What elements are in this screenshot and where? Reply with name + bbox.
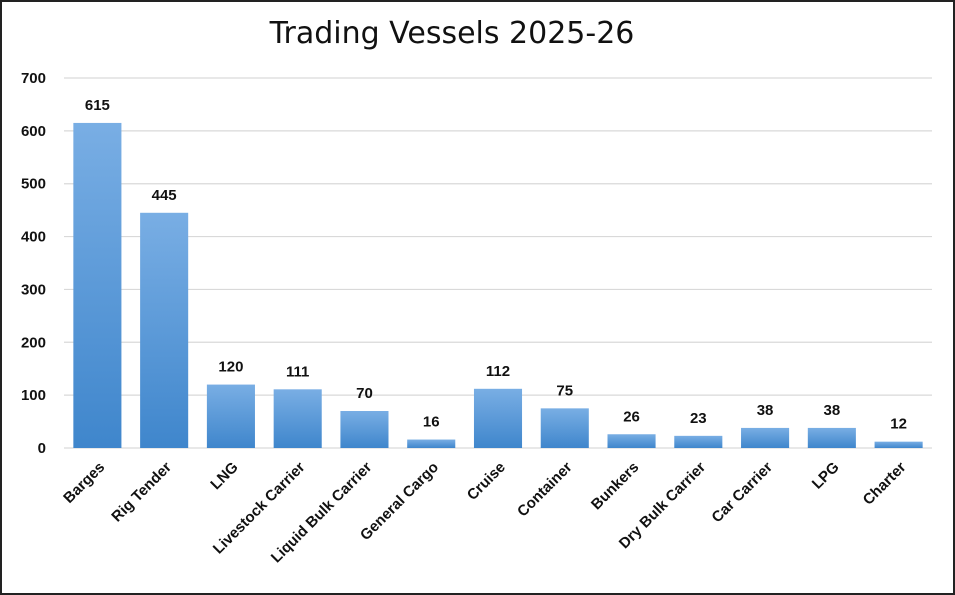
category-label: Charter <box>860 459 910 509</box>
bar <box>540 408 589 448</box>
category-label: Container <box>514 459 576 521</box>
y-tick-label: 500 <box>21 176 46 193</box>
bar <box>473 388 523 448</box>
data-label: 38 <box>824 402 841 419</box>
bar <box>407 439 456 448</box>
data-label: 112 <box>486 363 510 380</box>
data-label: 111 <box>286 363 309 380</box>
bar <box>807 427 856 448</box>
data-label: 23 <box>690 410 707 427</box>
data-label: 38 <box>757 402 774 419</box>
bar <box>741 427 790 448</box>
data-label: 615 <box>85 97 110 114</box>
chart-title: Trading Vessels 2025-26 <box>269 16 635 51</box>
data-label: 12 <box>890 416 907 433</box>
bar <box>140 212 189 448</box>
data-label: 445 <box>152 187 177 204</box>
bar <box>273 389 322 448</box>
y-axis-ticks: 0 100 200 300 400 500 600 700 <box>21 70 46 457</box>
data-label: 75 <box>556 382 573 399</box>
data-label: 16 <box>423 414 440 431</box>
category-label: LPG <box>809 459 843 493</box>
y-tick-label: 400 <box>21 229 46 246</box>
y-tick-label: 700 <box>21 70 46 87</box>
bar <box>874 441 923 448</box>
data-labels: 615 445 120 111 70 16 112 75 26 23 38 38 12 <box>85 97 907 433</box>
y-tick-label: 100 <box>21 387 46 404</box>
y-tick-label: 0 <box>38 440 46 457</box>
category-label: Barges <box>60 459 108 507</box>
y-tick-label: 600 <box>21 123 46 140</box>
data-label: 70 <box>356 385 373 402</box>
category-label: Rig Tender <box>108 459 175 526</box>
category-label: Car Carrier <box>708 459 776 527</box>
y-tick-label: 200 <box>21 334 46 351</box>
data-label: 120 <box>218 359 243 376</box>
data-label: 26 <box>623 408 640 425</box>
bar <box>73 122 122 448</box>
bar <box>340 411 389 448</box>
bar <box>206 384 255 448</box>
category-label: Bunkers <box>588 459 642 513</box>
category-label: Cruise <box>464 459 509 504</box>
y-tick-label: 300 <box>21 281 46 298</box>
bar <box>607 434 656 448</box>
category-label: LNG <box>207 459 241 493</box>
bars <box>73 122 923 448</box>
bar <box>674 435 723 448</box>
